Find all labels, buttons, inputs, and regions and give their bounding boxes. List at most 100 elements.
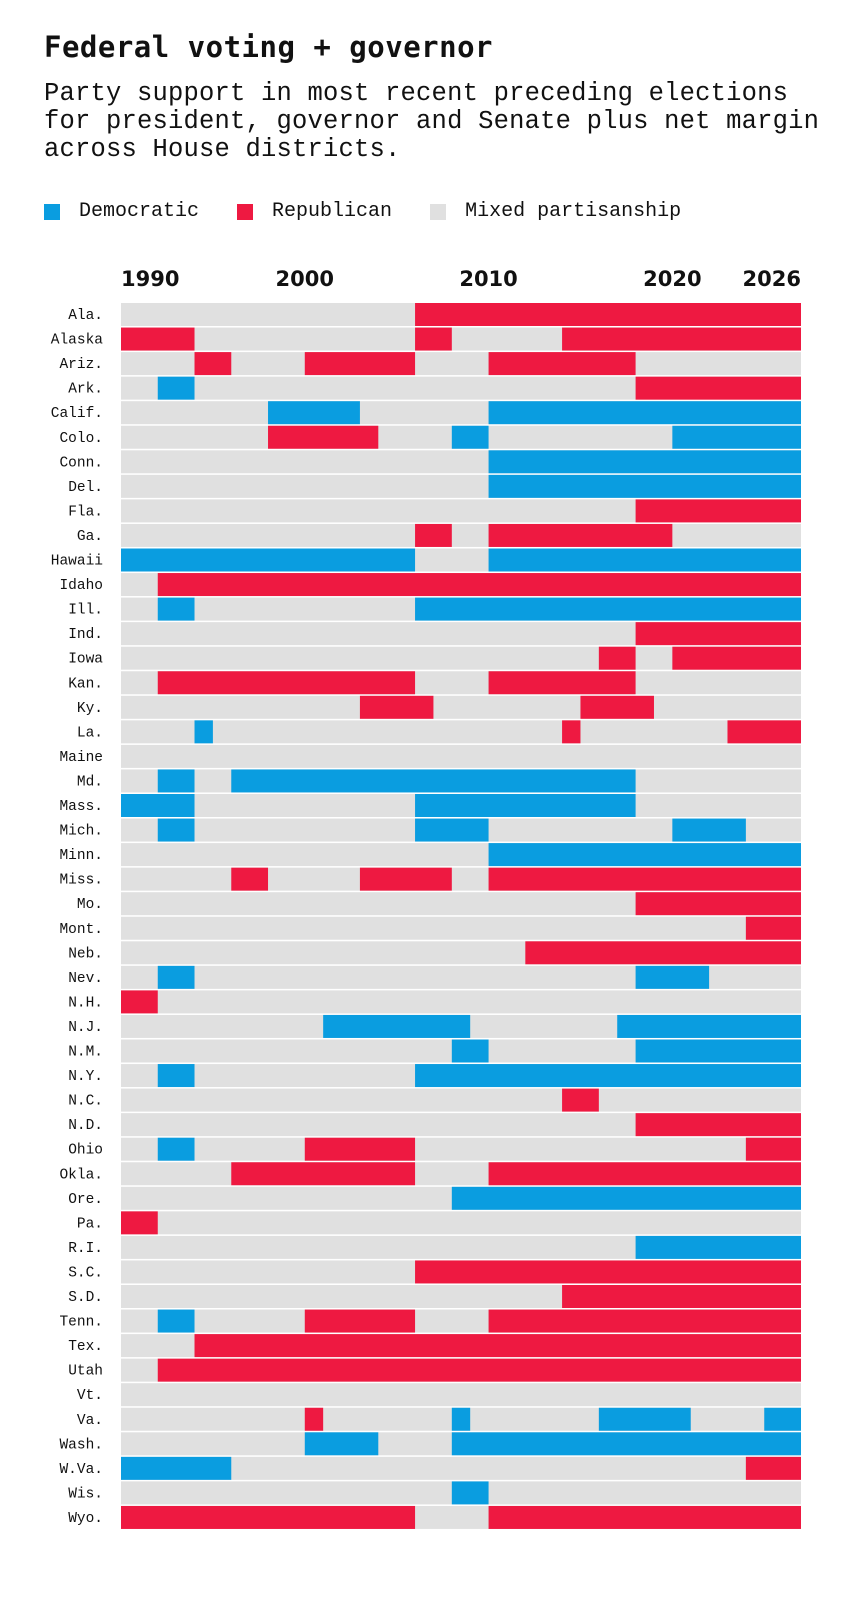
- segment-republican: [727, 720, 801, 744]
- segment-republican: [562, 1088, 599, 1112]
- segment-republican: [672, 646, 801, 670]
- row-label: N.J.: [68, 1020, 103, 1036]
- segment-republican: [745, 1456, 801, 1480]
- segment-democratic: [157, 1137, 195, 1161]
- row-label: Tenn.: [59, 1315, 103, 1331]
- row-label: Idaho: [59, 578, 103, 594]
- row-label: Kan.: [68, 676, 103, 692]
- segment-democratic: [323, 1014, 471, 1038]
- row-label: Ariz.: [59, 357, 103, 373]
- segment-republican: [415, 303, 801, 326]
- segment-democratic: [451, 1039, 489, 1063]
- segment-republican: [268, 425, 379, 449]
- segment-republican: [635, 1113, 801, 1137]
- row-label: Tex.: [68, 1339, 103, 1355]
- legend-item-mixed: Mixed partisanship: [430, 200, 681, 223]
- row-background-mixed: [121, 892, 801, 916]
- row-label: N.C.: [68, 1094, 103, 1110]
- segment-republican: [488, 523, 673, 547]
- segment-democratic: [121, 548, 416, 572]
- segment-republican: [121, 990, 158, 1014]
- segment-republican: [359, 867, 452, 891]
- x-tick-label: 2000: [276, 267, 334, 291]
- segment-republican: [562, 327, 801, 351]
- legend-label: Republican: [272, 200, 393, 223]
- row-background-mixed: [121, 499, 801, 523]
- legend-swatch-democratic: [44, 203, 60, 220]
- segment-republican: [304, 1137, 416, 1161]
- row-label: Iowa: [68, 652, 103, 668]
- row-background-mixed: [121, 523, 801, 547]
- segment-republican: [745, 916, 801, 940]
- row-label: Nev.: [68, 971, 103, 987]
- segment-democratic: [157, 818, 195, 842]
- segment-republican: [562, 1285, 801, 1308]
- row-label: Wyo.: [68, 1511, 103, 1527]
- segment-democratic: [672, 818, 746, 842]
- segment-republican: [488, 352, 636, 376]
- row-label: Ky.: [77, 701, 103, 717]
- row-background-mixed: [121, 1088, 801, 1112]
- x-tick-label: 2026: [743, 267, 801, 291]
- row-label: Ala.: [68, 308, 103, 324]
- row-label: Ohio: [68, 1143, 103, 1159]
- row-label: Wis.: [68, 1486, 103, 1502]
- row-label: Minn.: [59, 848, 103, 864]
- row-label: Ill.: [68, 603, 103, 619]
- row-background-mixed: [121, 1211, 801, 1235]
- segment-republican: [488, 867, 801, 891]
- row-label: Mich.: [59, 824, 103, 840]
- segment-republican: [157, 573, 801, 597]
- legend-item-republican: Republican: [237, 200, 392, 223]
- legend-label: Democratic: [79, 200, 200, 223]
- row-background-mixed: [121, 965, 801, 989]
- row-label: N.M.: [68, 1045, 103, 1061]
- segment-democratic: [672, 425, 801, 449]
- row-background-mixed: [121, 1456, 801, 1480]
- row-label: Neb.: [68, 946, 103, 962]
- row-background-mixed: [121, 622, 801, 646]
- segment-republican: [359, 695, 434, 719]
- chart-subtitle: Party support in most recent preceding e…: [44, 79, 820, 164]
- segment-republican: [635, 892, 801, 916]
- legend: Democratic Republican Mixed partisanship: [44, 200, 719, 223]
- segment-democratic: [617, 1014, 801, 1038]
- segment-republican: [488, 1162, 801, 1186]
- segment-republican: [580, 695, 654, 719]
- segment-democratic: [415, 1064, 801, 1088]
- segment-democratic: [231, 769, 636, 793]
- segment-democratic: [488, 474, 801, 498]
- segment-republican: [231, 1162, 416, 1186]
- segment-democratic: [415, 818, 489, 842]
- row-label: Wash.: [59, 1437, 103, 1453]
- row-background-mixed: [121, 1235, 801, 1259]
- segment-republican: [194, 352, 232, 376]
- segment-republican: [635, 499, 801, 523]
- legend-label: Mixed partisanship: [465, 200, 682, 223]
- row-background-mixed: [121, 990, 801, 1014]
- segment-democratic: [304, 1432, 379, 1456]
- row-label: Maine: [59, 750, 103, 766]
- row-label: N.Y.: [68, 1069, 103, 1085]
- row-label: R.I.: [68, 1241, 103, 1257]
- segment-republican: [157, 671, 416, 695]
- segment-republican: [157, 1358, 801, 1382]
- segment-republican: [598, 646, 636, 670]
- segment-democratic: [635, 965, 710, 989]
- row-label: Calif.: [51, 406, 103, 422]
- segment-republican: [304, 1407, 324, 1431]
- segment-republican: [121, 1505, 416, 1529]
- chart-title: Federal voting + governor: [44, 30, 493, 64]
- row-label: Ind.: [68, 627, 103, 643]
- x-tick-label: 2020: [643, 267, 701, 291]
- row-label: Conn.: [59, 455, 103, 471]
- segment-republican: [488, 1309, 801, 1333]
- segment-democratic: [451, 1432, 801, 1456]
- row-label: Fla.: [68, 504, 103, 520]
- segment-democratic: [451, 1407, 471, 1431]
- row-background-mixed: [121, 376, 801, 400]
- segment-democratic: [635, 1235, 801, 1259]
- segment-republican: [415, 523, 452, 547]
- row-label: La.: [77, 725, 103, 741]
- segment-democratic: [157, 769, 195, 793]
